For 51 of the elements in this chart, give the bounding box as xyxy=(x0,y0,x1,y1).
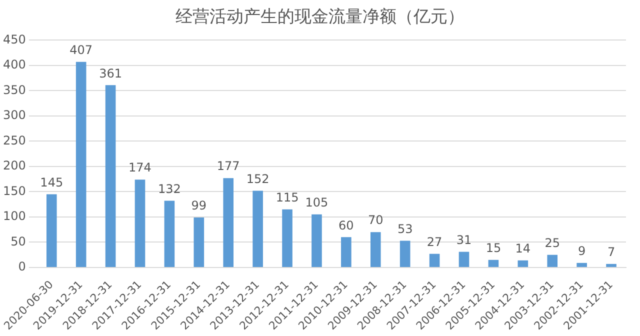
bar xyxy=(576,262,587,267)
bar xyxy=(606,264,616,267)
bar xyxy=(488,260,499,267)
bar xyxy=(400,240,410,267)
y-tick-label: 450 xyxy=(3,32,26,46)
y-tick-label: 200 xyxy=(3,158,26,173)
bar xyxy=(370,232,381,267)
y-tick-label: 150 xyxy=(3,184,26,198)
data-label: 99 xyxy=(191,198,207,213)
bar xyxy=(46,194,57,267)
bar xyxy=(105,85,116,267)
bar xyxy=(429,254,440,267)
data-label: 145 xyxy=(40,175,64,190)
bar xyxy=(458,252,470,267)
data-label: 14 xyxy=(515,242,531,256)
bar xyxy=(134,180,146,267)
bar xyxy=(282,209,292,267)
data-label: 7 xyxy=(607,245,616,260)
y-tick-label: 100 xyxy=(3,209,26,224)
data-label: 361 xyxy=(99,66,122,80)
y-tick-label: 400 xyxy=(3,58,26,72)
chart-title: 经营活动产生的现金流量净额（亿元） xyxy=(174,6,466,29)
bar xyxy=(547,254,558,267)
y-tick-label: 0 xyxy=(18,260,26,274)
bar xyxy=(223,178,234,267)
data-label: 15 xyxy=(486,241,502,256)
data-label: 132 xyxy=(158,182,181,196)
data-label: 25 xyxy=(544,236,560,250)
bar xyxy=(341,237,352,267)
y-tick-label: 50 xyxy=(10,234,26,248)
data-label: 53 xyxy=(397,222,413,236)
data-label: 105 xyxy=(305,196,328,210)
data-label: 27 xyxy=(426,234,442,249)
data-label: 407 xyxy=(70,43,93,58)
bar xyxy=(312,214,322,267)
data-label: 9 xyxy=(578,244,586,258)
data-label: 115 xyxy=(276,190,299,205)
data-label: 60 xyxy=(338,218,354,232)
y-tick-label: 300 xyxy=(3,108,26,122)
bar xyxy=(194,217,204,267)
data-label: 177 xyxy=(216,159,240,174)
bar xyxy=(164,200,175,267)
data-label: 152 xyxy=(246,172,270,186)
bar xyxy=(76,62,86,267)
y-tick-label: 350 xyxy=(3,82,26,97)
data-label: 31 xyxy=(456,232,472,247)
data-label: 174 xyxy=(128,160,152,175)
data-label: 70 xyxy=(368,213,384,228)
bar xyxy=(518,260,528,267)
y-tick-label: 250 xyxy=(3,133,26,148)
bar xyxy=(252,190,263,267)
